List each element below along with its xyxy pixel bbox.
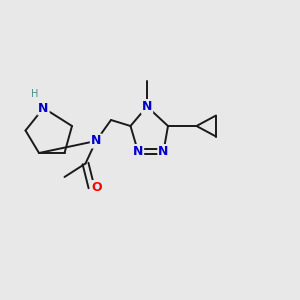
- Text: N: N: [91, 134, 101, 148]
- Text: N: N: [133, 145, 143, 158]
- Text: N: N: [142, 100, 152, 113]
- Text: N: N: [158, 145, 169, 158]
- Text: H: H: [31, 89, 38, 100]
- Text: N: N: [38, 101, 49, 115]
- Text: O: O: [92, 181, 102, 194]
